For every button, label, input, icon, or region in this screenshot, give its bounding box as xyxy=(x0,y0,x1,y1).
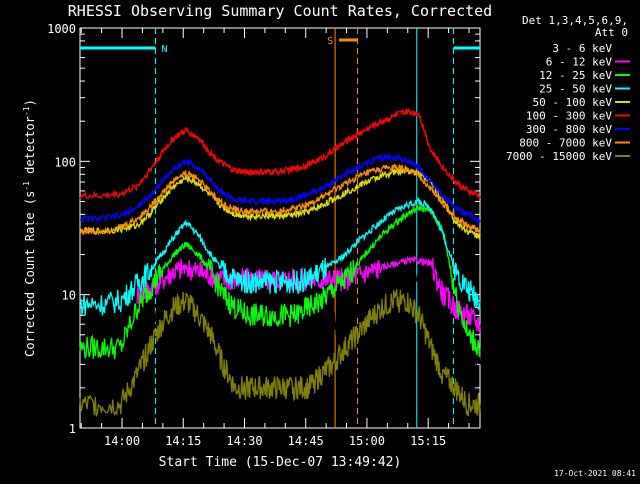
y-tick-label: 1 xyxy=(69,422,76,436)
y-axis-label: Corrected Count Rate (s-1 detector-1) xyxy=(22,99,37,357)
x-axis: 14:00 14:15 14:30 14:45 15:00 15:15 xyxy=(80,28,470,448)
x-tick-label: 14:15 xyxy=(165,434,201,448)
legend-label: 50 - 100 keV xyxy=(533,96,613,109)
x-tick-label: 14:30 xyxy=(226,434,262,448)
legend-label: 6 - 12 keV xyxy=(546,56,613,69)
series-line-300-800-kev xyxy=(79,152,481,225)
chart-title: RHESSI Observing Summary Count Rates, Co… xyxy=(68,2,492,20)
y-tick-label: 10 xyxy=(62,289,76,303)
series-line-100-300-kev xyxy=(79,108,481,200)
footer-timestamp: 17-Oct-2021 08:41 xyxy=(554,469,636,478)
x-tick-label: 15:15 xyxy=(410,434,446,448)
legend-label: 12 - 25 keV xyxy=(539,69,612,82)
legend-label: 3 - 6 keV xyxy=(552,42,612,55)
legend-label: 25 - 50 keV xyxy=(539,83,612,96)
legend-label: 300 - 800 keV xyxy=(526,123,612,136)
x-tick-label: 14:00 xyxy=(104,434,140,448)
series-line-800-7000-kev xyxy=(79,163,481,236)
legend-header-line-1: Det 1,3,4,5,6,9, xyxy=(522,14,628,27)
series-line-12-25-kev xyxy=(79,205,481,360)
annotation-label: S xyxy=(327,36,333,47)
x-axis-label: Start Time (15-Dec-07 13:49:42) xyxy=(159,455,402,470)
legend-label: 7000 - 15000 keV xyxy=(506,150,612,163)
series-line-7000-15000-kev xyxy=(79,288,481,417)
series-line-25-50-kev xyxy=(79,196,481,316)
legend-header-line-2: Att 0 xyxy=(595,26,628,39)
series-group xyxy=(79,108,481,417)
legend-label: 800 - 7000 keV xyxy=(519,137,612,150)
x-tick-label: 15:00 xyxy=(349,434,385,448)
y-tick-label: 1000 xyxy=(47,22,76,36)
legend-label: 100 - 300 keV xyxy=(526,110,612,123)
plot-frame xyxy=(79,27,481,429)
annotation-label: N xyxy=(162,44,168,55)
x-tick-label: 14:45 xyxy=(288,434,324,448)
series-line-3-6-kev xyxy=(136,261,481,370)
y-tick-label: 100 xyxy=(54,155,76,169)
